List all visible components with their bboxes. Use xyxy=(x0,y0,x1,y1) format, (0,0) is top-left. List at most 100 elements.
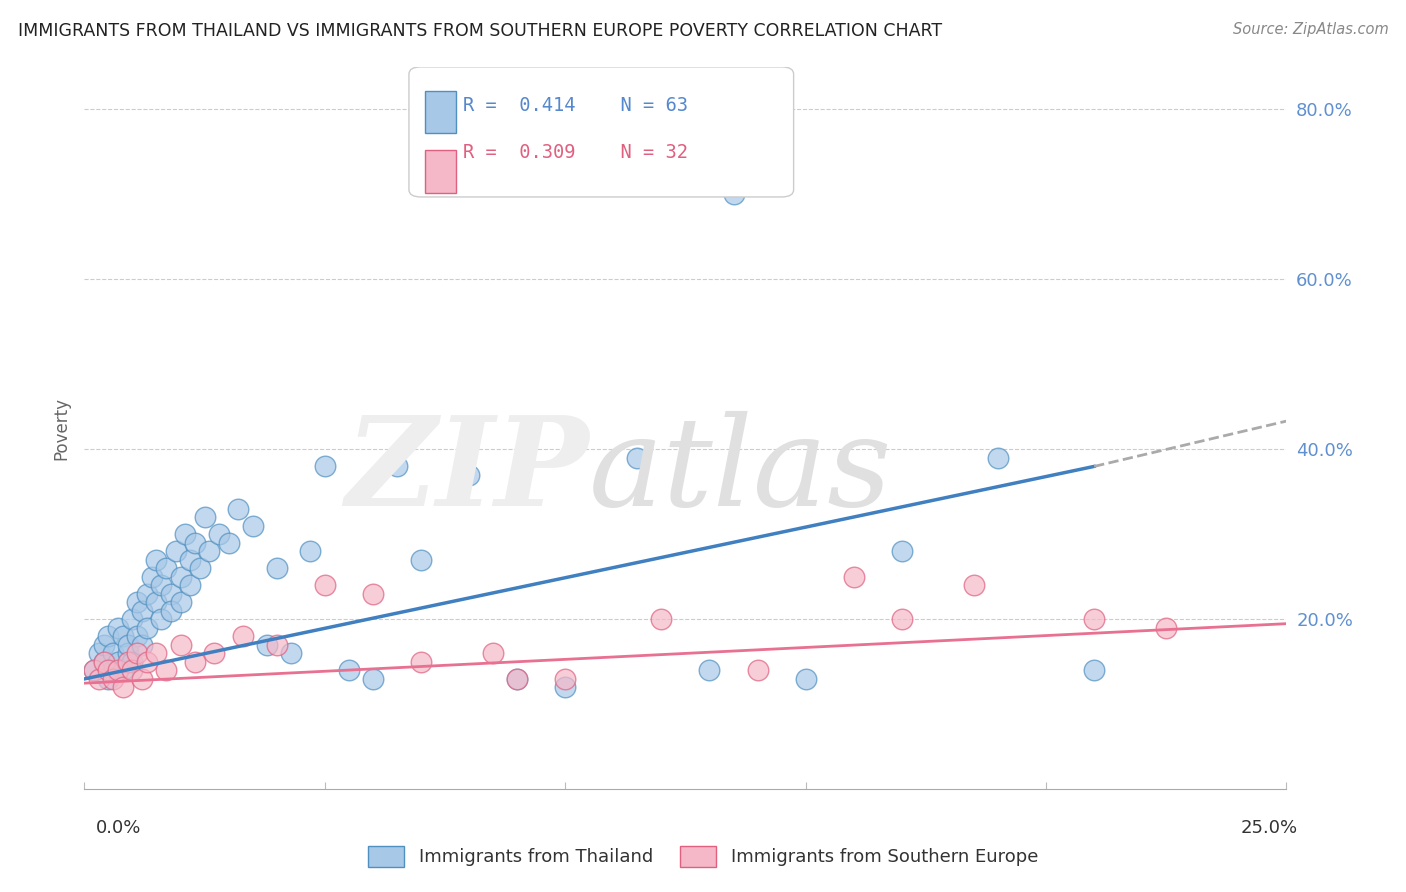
Text: ZIP: ZIP xyxy=(346,410,589,533)
Point xyxy=(111,629,134,643)
Point xyxy=(1083,664,1105,678)
Point xyxy=(1156,621,1178,635)
Point xyxy=(218,536,240,550)
Point xyxy=(103,664,125,678)
Point xyxy=(747,664,769,678)
Y-axis label: Poverty: Poverty xyxy=(52,397,70,459)
Point xyxy=(117,655,139,669)
Point xyxy=(723,187,745,202)
Point xyxy=(506,672,529,686)
Point xyxy=(150,612,173,626)
Point xyxy=(131,672,153,686)
Point xyxy=(135,587,157,601)
Point xyxy=(202,647,225,661)
Text: atlas: atlas xyxy=(589,410,893,533)
FancyBboxPatch shape xyxy=(425,151,456,193)
Point xyxy=(107,664,129,678)
Point xyxy=(97,629,120,643)
Point xyxy=(160,604,183,618)
Point xyxy=(266,638,288,652)
Point xyxy=(626,450,648,465)
Point xyxy=(127,595,149,609)
Point xyxy=(169,595,191,609)
Point xyxy=(266,561,288,575)
Point xyxy=(141,570,163,584)
Point xyxy=(117,647,139,661)
Point xyxy=(554,672,576,686)
Point xyxy=(242,519,264,533)
Point xyxy=(361,587,384,601)
Point xyxy=(314,578,336,592)
Point xyxy=(155,664,177,678)
Point xyxy=(179,553,201,567)
Point xyxy=(650,612,672,626)
Point xyxy=(482,647,505,661)
Point xyxy=(337,664,360,678)
Point xyxy=(83,664,105,678)
Point xyxy=(184,655,207,669)
Point xyxy=(121,612,143,626)
Point xyxy=(169,638,191,652)
Point xyxy=(97,664,120,678)
Point xyxy=(385,459,408,474)
Point xyxy=(165,544,187,558)
Point xyxy=(150,578,173,592)
Point xyxy=(93,655,115,669)
Point xyxy=(963,578,986,592)
Text: 25.0%: 25.0% xyxy=(1240,819,1298,837)
Point xyxy=(232,629,254,643)
Point xyxy=(409,655,432,669)
Text: R =  0.309    N = 32: R = 0.309 N = 32 xyxy=(463,143,688,161)
Point xyxy=(131,638,153,652)
Point xyxy=(103,647,125,661)
Point xyxy=(160,587,183,601)
Point xyxy=(117,638,139,652)
Point xyxy=(208,527,231,541)
Point xyxy=(145,553,167,567)
Point xyxy=(361,672,384,686)
Point xyxy=(299,544,322,558)
Point xyxy=(194,510,217,524)
Point xyxy=(111,664,134,678)
Point xyxy=(107,621,129,635)
Point xyxy=(184,536,207,550)
Point xyxy=(188,561,211,575)
Point xyxy=(135,621,157,635)
Point xyxy=(87,672,110,686)
Point xyxy=(409,553,432,567)
Text: Source: ZipAtlas.com: Source: ZipAtlas.com xyxy=(1233,22,1389,37)
Point xyxy=(699,664,721,678)
Point xyxy=(83,664,105,678)
Point xyxy=(890,544,912,558)
Point xyxy=(256,638,278,652)
Point xyxy=(314,459,336,474)
Point xyxy=(93,638,115,652)
Point xyxy=(97,672,120,686)
Text: 0.0%: 0.0% xyxy=(96,819,141,837)
Point xyxy=(127,647,149,661)
FancyBboxPatch shape xyxy=(409,67,793,197)
Point xyxy=(169,570,191,584)
Point xyxy=(103,672,125,686)
Text: IMMIGRANTS FROM THAILAND VS IMMIGRANTS FROM SOUTHERN EUROPE POVERTY CORRELATION : IMMIGRANTS FROM THAILAND VS IMMIGRANTS F… xyxy=(18,22,942,40)
Point xyxy=(174,527,197,541)
Point xyxy=(135,655,157,669)
Point xyxy=(155,561,177,575)
Legend: Immigrants from Thailand, Immigrants from Southern Europe: Immigrants from Thailand, Immigrants fro… xyxy=(361,838,1045,874)
Point xyxy=(1083,612,1105,626)
Point xyxy=(121,655,143,669)
Point xyxy=(198,544,221,558)
Point xyxy=(842,570,865,584)
Point xyxy=(554,681,576,695)
Point xyxy=(127,629,149,643)
Point xyxy=(226,502,249,516)
Point xyxy=(179,578,201,592)
Point xyxy=(794,672,817,686)
Point xyxy=(506,672,529,686)
Point xyxy=(87,647,110,661)
Text: R =  0.414    N = 63: R = 0.414 N = 63 xyxy=(463,95,688,115)
Point xyxy=(121,664,143,678)
Point xyxy=(280,647,302,661)
Point xyxy=(458,467,481,482)
Point xyxy=(93,655,115,669)
